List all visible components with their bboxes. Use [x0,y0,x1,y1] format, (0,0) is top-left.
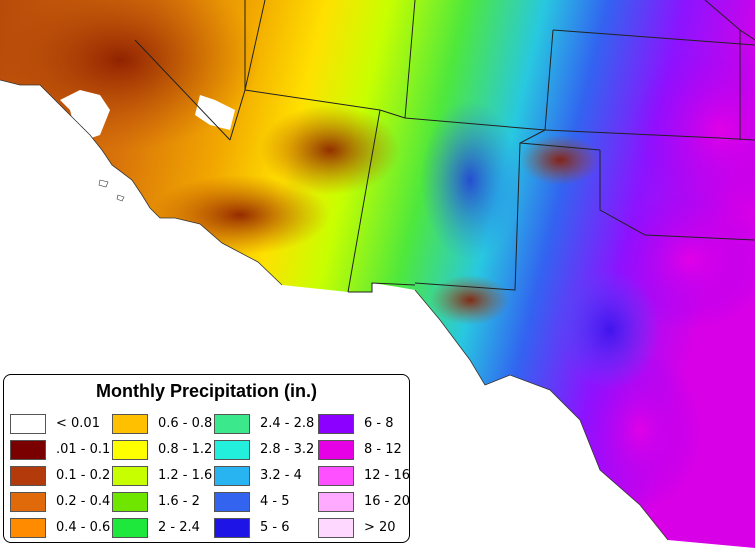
legend-label: 0.6 - 0.8 [158,416,213,431]
legend-swatch [318,492,354,512]
legend-label: 1.2 - 1.6 [158,468,213,483]
legend-swatch [112,466,148,486]
legend-label: 8 - 12 [364,442,402,457]
legend-swatch [10,466,46,486]
legend-swatch [214,492,250,512]
island [98,179,109,188]
legend-swatch [214,518,250,538]
legend-swatch [214,440,250,460]
island [116,194,125,202]
state-boundaries [134,0,755,293]
legend-swatch [112,414,148,434]
legend-label: 16 - 20 [364,494,411,509]
map-legend: Monthly Precipitation (in.) < 0.01 .01 -… [3,374,410,543]
legend-label: .01 - 0.1 [56,442,111,457]
legend-swatch [214,466,250,486]
dry-region [195,95,235,130]
legend-swatch [10,492,46,512]
legend-label: 12 - 16 [364,468,411,483]
legend-swatch [318,518,354,538]
legend-label: 0.8 - 1.2 [158,442,213,457]
legend-label: 3.2 - 4 [260,468,302,483]
legend-swatch [318,414,354,434]
legend-label: < 0.01 [56,416,100,431]
legend-label: 0.4 - 0.6 [56,520,111,535]
legend-title: Monthly Precipitation (in.) [96,381,317,401]
coastline [0,79,283,286]
legend-swatch [318,440,354,460]
legend-swatch [112,440,148,460]
coastline [414,289,669,541]
legend-label: 5 - 6 [260,520,290,535]
legend-label: 1.6 - 2 [158,494,200,509]
legend-swatch [10,414,46,434]
legend-label: 2.8 - 3.2 [260,442,315,457]
legend-label: 0.2 - 0.4 [56,494,111,509]
legend-label: 2.4 - 2.8 [260,416,315,431]
dry-region [60,90,110,140]
legend-label: 6 - 8 [364,416,394,431]
legend-label: 4 - 5 [260,494,290,509]
legend-swatch [10,518,46,538]
legend-swatch [112,492,148,512]
legend-swatch [10,440,46,460]
legend-label: 0.1 - 0.2 [56,468,111,483]
legend-swatch [318,466,354,486]
legend-swatch [214,414,250,434]
legend-swatch [112,518,148,538]
legend-label: 2 - 2.4 [158,520,200,535]
legend-label: > 20 [364,520,396,535]
